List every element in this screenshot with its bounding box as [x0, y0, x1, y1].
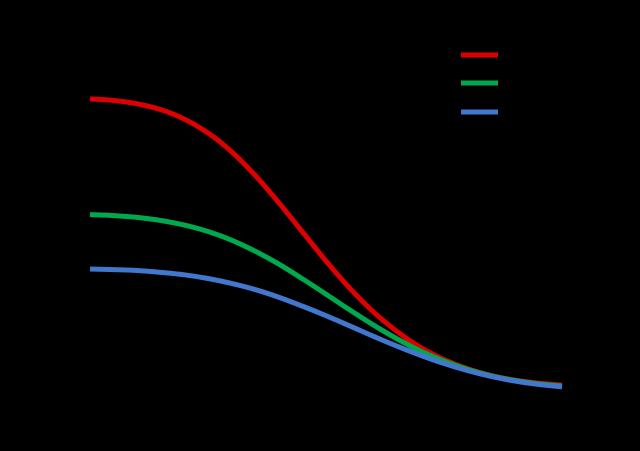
curve-path-series-3	[89, 266, 563, 390]
chart-legend	[461, 52, 498, 115]
plot-area	[89, 96, 563, 390]
curve-series-3	[89, 266, 563, 390]
